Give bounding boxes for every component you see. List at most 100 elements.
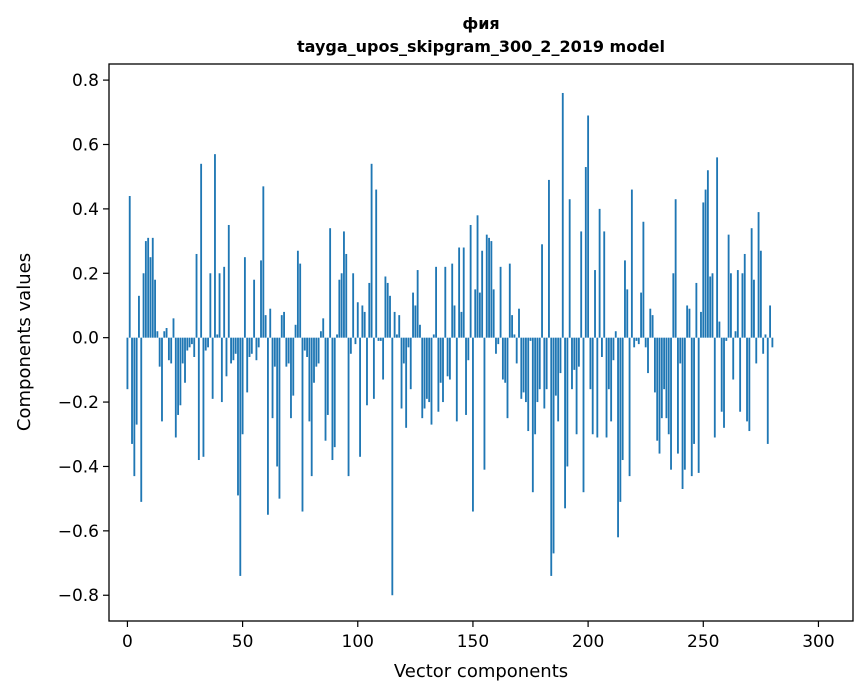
y-tick-label: 0.2 <box>72 264 99 284</box>
bar-267 <box>741 273 744 338</box>
bar-175 <box>529 337 532 341</box>
bar-122 <box>407 337 410 348</box>
bar-272 <box>753 279 755 338</box>
bar-119 <box>400 337 403 409</box>
y-axis-ticks: −0.8 −0.6 −0.4 −0.2 0.0 0.2 0.4 0.6 0.8 <box>58 71 109 606</box>
plot-frame <box>108 63 854 622</box>
bar-156 <box>485 234 488 338</box>
bar-59 <box>262 186 265 338</box>
bar-270 <box>748 337 751 432</box>
bar-10 <box>149 257 152 338</box>
bar-51 <box>243 257 246 338</box>
bar-37 <box>211 337 214 399</box>
bar-32 <box>200 163 203 338</box>
bar-179 <box>538 337 541 390</box>
bar-66 <box>278 337 281 499</box>
bar-168 <box>513 334 516 338</box>
bar-11 <box>151 237 154 338</box>
bar-2 <box>131 337 133 444</box>
bar-191 <box>566 337 569 467</box>
bar-159 <box>492 289 495 338</box>
bar-203 <box>594 270 596 338</box>
bar-63 <box>271 337 274 419</box>
bar-78 <box>306 337 309 357</box>
bar-96 <box>347 337 350 477</box>
bar-54 <box>250 337 253 354</box>
bar-49 <box>239 337 242 576</box>
bar-50 <box>241 337 244 435</box>
bar-68 <box>283 311 285 338</box>
bar-106 <box>370 163 373 338</box>
bar-4 <box>135 337 138 425</box>
bar-143 <box>455 337 458 422</box>
bar-131 <box>428 337 431 403</box>
bar-202 <box>591 337 594 435</box>
bar-186 <box>554 337 557 396</box>
bar-75 <box>299 263 302 338</box>
bar-248 <box>697 337 700 473</box>
bar-276 <box>762 337 765 354</box>
bar-250 <box>702 202 705 338</box>
bar-275 <box>759 250 762 338</box>
bar-192 <box>568 199 571 338</box>
bar-140 <box>448 337 451 380</box>
y-tick-label: 0.0 <box>72 329 99 349</box>
bar-91 <box>336 334 338 338</box>
bar-262 <box>730 273 732 338</box>
bar-161 <box>497 337 500 345</box>
bar-190 <box>564 337 566 509</box>
bar-26 <box>186 337 189 351</box>
bar-240 <box>679 337 682 364</box>
y-tick-label: −0.2 <box>58 393 99 413</box>
bar-176 <box>531 337 534 493</box>
bar-19 <box>170 337 173 364</box>
bar-209 <box>607 337 610 390</box>
bar-36 <box>209 273 212 338</box>
bar-121 <box>405 337 408 428</box>
bar-199 <box>584 167 587 338</box>
bar-117 <box>396 334 398 338</box>
bar-127 <box>419 324 421 338</box>
bar-163 <box>501 337 504 380</box>
bar-227 <box>649 308 652 338</box>
bar-134 <box>435 266 437 338</box>
bar-151 <box>474 289 477 338</box>
bar-115 <box>391 337 394 596</box>
bar-73 <box>294 324 297 338</box>
bar-21 <box>174 337 177 438</box>
bar-177 <box>534 337 537 435</box>
bar-102 <box>361 305 364 338</box>
bar-74 <box>296 250 299 338</box>
y-tick-label: 0.8 <box>72 71 99 91</box>
bar-111 <box>382 337 385 380</box>
bar-173 <box>525 337 527 403</box>
bar-193 <box>571 337 573 390</box>
bar-87 <box>326 337 329 415</box>
bar-129 <box>423 337 426 409</box>
bar-232 <box>660 337 663 419</box>
bar-215 <box>621 337 624 461</box>
bar-252 <box>706 170 709 338</box>
bar-162 <box>499 266 502 338</box>
bar-242 <box>683 337 686 470</box>
chart-title-line1: фия <box>462 14 499 33</box>
bar-109 <box>377 337 380 341</box>
bar-33 <box>202 337 205 457</box>
bar-55 <box>253 279 256 338</box>
bar-174 <box>527 337 530 432</box>
bar-6 <box>140 337 143 502</box>
bar-133 <box>432 334 435 338</box>
x-tick-label: 300 <box>802 632 834 652</box>
y-tick-label: −0.4 <box>58 457 99 477</box>
bar-64 <box>273 337 276 367</box>
bar-188 <box>559 337 562 374</box>
bar-60 <box>264 315 267 338</box>
bar-83 <box>317 337 320 364</box>
bar-169 <box>515 337 518 364</box>
bar-259 <box>723 337 725 428</box>
bar-166 <box>508 263 511 338</box>
bar-263 <box>732 337 735 380</box>
bar-44 <box>227 224 230 338</box>
bar-149 <box>469 224 472 338</box>
bar-150 <box>472 337 474 512</box>
